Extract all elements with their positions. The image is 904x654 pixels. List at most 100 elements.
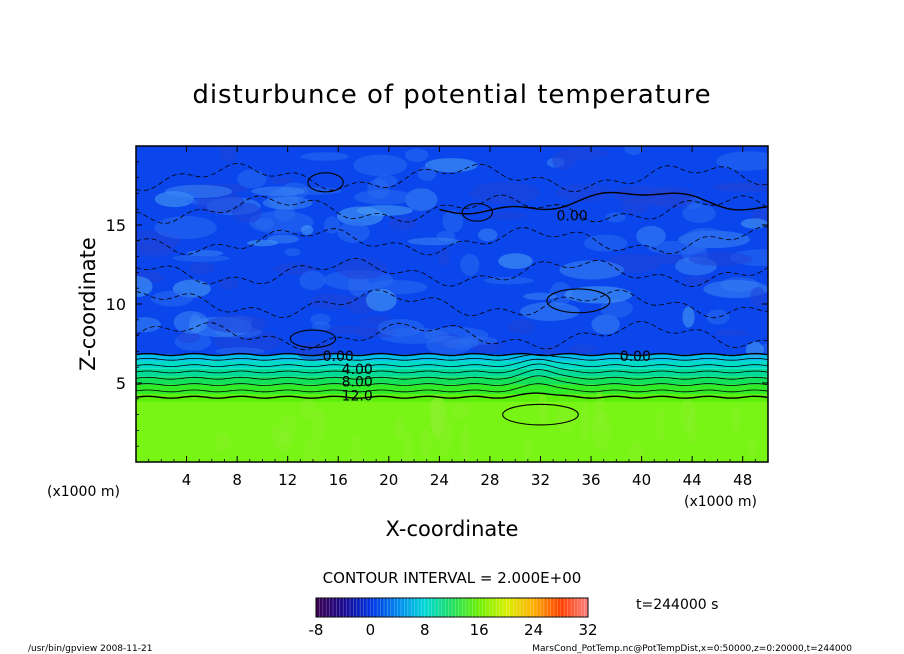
contour-label: 0.00 — [620, 349, 651, 365]
texture-blob — [687, 406, 698, 444]
contour-label: 0.00 — [323, 349, 354, 365]
texture-blob — [460, 423, 471, 462]
texture-blob — [405, 188, 438, 212]
contour-interval-text: CONTOUR INTERVAL = 2.000E+00 — [323, 569, 582, 587]
texture-blob — [591, 410, 612, 452]
contour-line-negative — [136, 226, 768, 256]
contour-label: 4.00 — [342, 362, 373, 378]
texture-blob — [538, 392, 548, 427]
colorbar-tick-label: -8 — [309, 621, 324, 639]
texture-blob — [484, 276, 534, 285]
texture-blob — [300, 152, 349, 161]
texture-blob — [682, 306, 695, 328]
texture-blob — [555, 183, 612, 203]
contour-line — [136, 358, 768, 368]
field-band — [136, 354, 768, 361]
contour-closed — [307, 172, 344, 193]
x-tick-label: 8 — [232, 471, 242, 489]
x-tick-label: 4 — [182, 471, 192, 489]
texture-blob — [520, 302, 580, 321]
texture-blob — [591, 314, 620, 335]
texture-blob — [301, 224, 314, 236]
contour-closed — [502, 403, 579, 426]
texture-blob — [231, 202, 262, 224]
texture-blob — [430, 412, 445, 434]
time-label: t=244000 s — [636, 597, 718, 613]
texture-blob — [377, 319, 425, 337]
colorbar-tick-label: 32 — [578, 621, 597, 639]
contour-closed — [546, 288, 611, 314]
x-tick-label: 16 — [329, 471, 348, 489]
colorbar-tick-label: 24 — [524, 621, 543, 639]
texture-blob — [206, 314, 268, 333]
texture-blob — [580, 401, 590, 443]
colorbar-tick-label: 8 — [420, 621, 430, 639]
texture-blob — [636, 225, 666, 247]
texture-blob — [389, 216, 417, 231]
texture-blob — [420, 429, 432, 458]
texture-blob — [393, 418, 405, 439]
colorbar-tick-label: 0 — [366, 621, 376, 639]
texture-blob — [304, 436, 322, 462]
texture-blob — [324, 325, 378, 335]
texture-blob — [215, 347, 265, 355]
texture-blob — [136, 317, 161, 333]
texture-blob — [247, 239, 278, 247]
contour-line-negative — [136, 194, 768, 224]
field-band — [136, 376, 768, 385]
texture-blob — [154, 215, 217, 240]
contour-line-zero — [439, 191, 768, 215]
colorbar: -8 0 8 16 24 32 — [309, 597, 598, 639]
texture-blob — [309, 293, 353, 310]
texture-blob — [425, 336, 472, 355]
texture-blob — [747, 437, 757, 454]
texture-blob — [437, 248, 451, 266]
texture-blob — [365, 288, 397, 312]
texture-blob — [405, 148, 429, 162]
texture-blob — [740, 218, 768, 229]
texture-blob — [656, 409, 666, 443]
x-axis-label: X-coordinate — [386, 517, 519, 541]
texture-blob — [731, 405, 742, 431]
texture-blob — [299, 270, 326, 291]
texture-blob — [255, 218, 275, 230]
texture-blob — [271, 424, 283, 451]
texture-blob — [716, 151, 768, 171]
texture-blob — [367, 178, 390, 200]
field-band — [136, 401, 768, 462]
contour-line — [136, 352, 768, 357]
x-axis: 4 8 12 16 20 24 28 32 36 40 44 48 — [148, 146, 756, 489]
x-unit-right: (x1000 m) — [684, 494, 757, 510]
texture-blob — [219, 277, 239, 290]
texture-blob — [498, 253, 533, 269]
field-band — [136, 360, 768, 369]
x-tick-label: 48 — [733, 471, 752, 489]
texture-blob — [284, 248, 301, 257]
texture-blob — [150, 290, 193, 307]
texture-blob — [417, 166, 437, 182]
texture-blob — [172, 254, 230, 262]
texture-blob — [262, 196, 313, 210]
texture-blob — [706, 309, 730, 325]
texture-blob — [353, 154, 407, 177]
contour-label: 12.0 — [342, 389, 373, 405]
texture-blob — [430, 394, 446, 437]
texture-blob — [469, 182, 540, 205]
x-tick-label: 44 — [683, 471, 702, 489]
texture-blob — [219, 146, 237, 163]
texture-blob — [681, 396, 694, 435]
texture-blob — [236, 169, 267, 189]
contour-line — [136, 392, 768, 399]
texture-blob — [629, 440, 644, 462]
texture-blob — [337, 221, 370, 244]
contour-label: 8.00 — [342, 374, 373, 390]
texture-blob — [749, 286, 766, 308]
texture-blob — [605, 212, 626, 223]
contour-line — [136, 375, 768, 386]
texture-blob — [424, 158, 478, 173]
x-unit-left: (x1000 m) — [47, 484, 120, 500]
colorbar-stripes — [319, 598, 585, 617]
